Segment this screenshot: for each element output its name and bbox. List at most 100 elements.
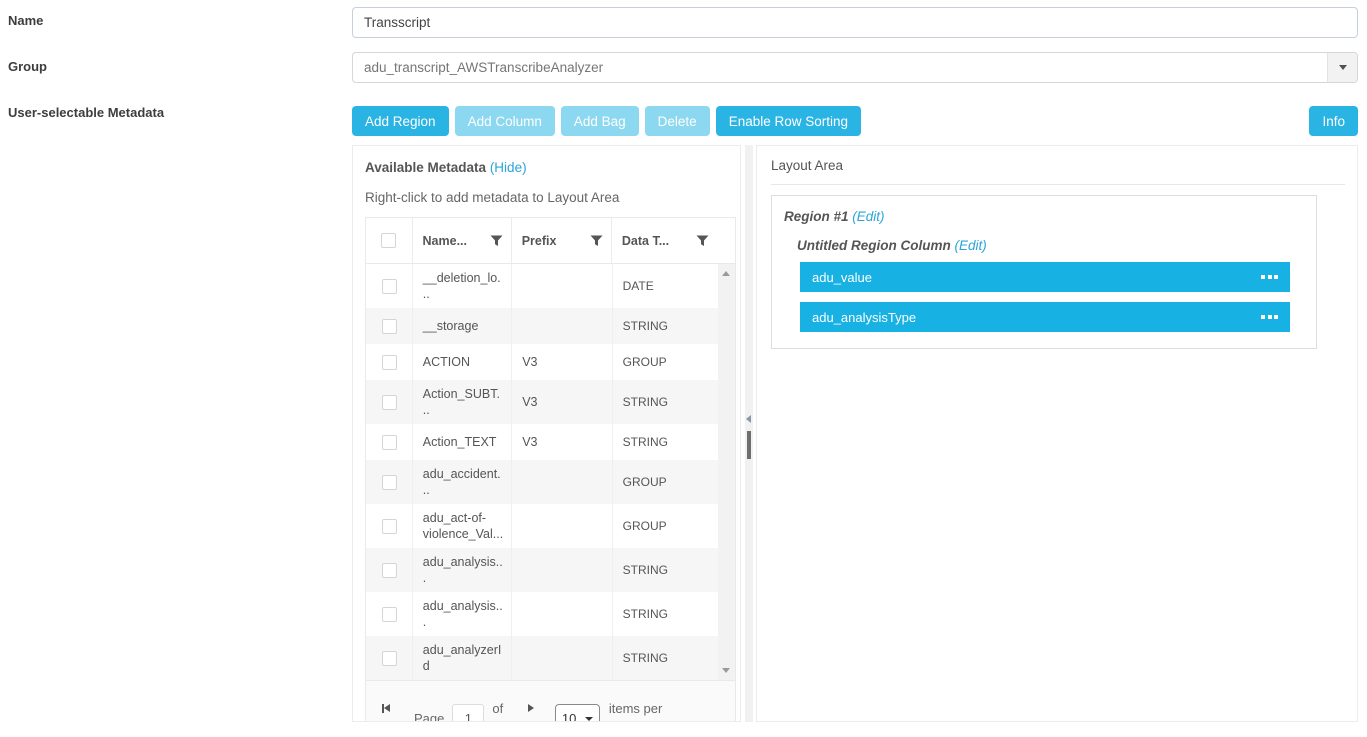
cell-datatype: STRING — [611, 308, 718, 344]
info-button[interactable]: Info — [1309, 106, 1358, 136]
delete-button[interactable]: Delete — [644, 106, 710, 136]
cell-prefix — [511, 548, 611, 592]
page-number-input[interactable] — [452, 704, 485, 721]
cell-name: ACTION — [411, 344, 511, 380]
layout-area-title: Layout Area — [771, 158, 844, 173]
panel-splitter[interactable] — [741, 145, 756, 722]
table-row[interactable]: __storage STRING — [366, 308, 718, 344]
cell-prefix: V3 — [511, 424, 611, 460]
cell-datatype: GROUP — [611, 504, 718, 548]
cell-datatype: STRING — [611, 424, 718, 460]
region-edit-link[interactable]: (Edit) — [852, 209, 885, 224]
column-header-datatype[interactable]: Data T... — [610, 218, 717, 263]
row-checkbox-cell — [366, 264, 412, 308]
table-row[interactable]: __deletion_lo... DATE — [366, 264, 718, 308]
table-row[interactable]: Action_TEXT V3 STRING — [366, 424, 718, 460]
table-row[interactable]: adu_act-of-violence_Val... GROUP — [366, 504, 718, 548]
row-checkbox[interactable] — [382, 518, 398, 534]
cell-name: adu_analysis... — [411, 592, 511, 636]
add-bag-button[interactable]: Add Bag — [560, 106, 639, 136]
table-row[interactable]: adu_analysis... STRING — [366, 592, 718, 636]
cell-prefix — [511, 460, 611, 504]
page-size-chevron-icon — [584, 716, 593, 721]
cell-prefix — [511, 592, 611, 636]
cell-datatype: GROUP — [611, 344, 718, 380]
row-checkbox[interactable] — [382, 394, 398, 410]
table-row[interactable]: ACTION V3 GROUP — [366, 344, 718, 380]
row-checkbox[interactable] — [382, 278, 398, 294]
hide-link[interactable]: (Hide) — [489, 160, 527, 175]
row-checkbox[interactable] — [382, 434, 398, 450]
column-header-name[interactable]: Name... — [411, 218, 511, 263]
layout-item[interactable]: adu_analysisType — [800, 302, 1290, 332]
cell-name: __storage — [411, 308, 511, 344]
metadata-grid: Name... Prefix Data T... __deletion_lo..… — [365, 217, 736, 722]
table-row[interactable]: adu_analyzerId STRING — [366, 636, 718, 680]
add-column-button[interactable]: Add Column — [454, 106, 555, 136]
pager-next-icon[interactable] — [527, 703, 534, 712]
filter-icon[interactable] — [490, 235, 503, 247]
row-checkbox-cell — [366, 592, 412, 636]
group-dropdown-button[interactable] — [1327, 53, 1357, 82]
header-scrollbar-spacer — [717, 218, 735, 263]
pager-first-icon[interactable] — [382, 703, 390, 713]
row-checkbox-cell — [366, 548, 412, 592]
name-input[interactable] — [352, 7, 1358, 38]
row-checkbox[interactable] — [382, 562, 398, 578]
table-scrollbar[interactable] — [718, 264, 735, 680]
region-column-title-text: Untitled Region Column — [797, 238, 951, 253]
cell-prefix — [511, 504, 611, 548]
row-checkbox-cell — [366, 308, 412, 344]
cell-name: adu_analysis... — [411, 548, 511, 592]
table-row[interactable]: adu_analysis... STRING — [366, 548, 718, 592]
page-size-select[interactable]: 10 — [554, 704, 600, 722]
toolbar: Add Region Add Column Add Bag Delete Ena… — [352, 106, 1358, 136]
select-all-checkbox[interactable] — [381, 233, 397, 248]
row-checkbox[interactable] — [382, 474, 398, 490]
item-menu-icon[interactable] — [1261, 275, 1278, 279]
row-checkbox[interactable] — [382, 318, 398, 334]
splitter-drag-handle[interactable] — [747, 431, 751, 459]
split-container: Available Metadata (Hide) Right-click to… — [352, 145, 1358, 722]
dropdown-icon — [1338, 65, 1347, 70]
table-row[interactable]: Action_SUBT... V3 STRING — [366, 380, 718, 424]
layout-area-divider — [771, 184, 1345, 185]
page-size-value: 10 — [561, 711, 577, 722]
row-checkbox-cell — [366, 380, 412, 424]
region-column-edit-link[interactable]: (Edit) — [954, 238, 987, 253]
user-selectable-metadata-label: User-selectable Metadata — [8, 105, 165, 120]
filter-icon[interactable] — [696, 235, 709, 247]
select-all-cell — [366, 218, 412, 263]
of-label: of — [492, 700, 504, 716]
add-region-button[interactable]: Add Region — [352, 106, 449, 136]
cell-datatype: STRING — [611, 636, 718, 680]
scroll-up-icon[interactable] — [722, 271, 730, 276]
layout-item[interactable]: adu_value — [800, 262, 1290, 292]
available-metadata-title-text: Available Metadata — [365, 160, 487, 175]
group-dropdown[interactable]: adu_transcript_AWSTranscribeAnalyzer — [352, 52, 1358, 83]
filter-icon[interactable] — [590, 235, 603, 247]
layout-area-panel: Layout Area Region #1 (Edit) Untitled Re… — [756, 145, 1358, 722]
row-checkbox[interactable] — [382, 606, 398, 622]
toolbar-button-group: Add Region Add Column Add Bag Delete Ena… — [352, 106, 1358, 136]
column-header-name-text: Name... — [422, 233, 467, 248]
row-checkbox[interactable] — [382, 650, 398, 666]
item-menu-icon[interactable] — [1261, 315, 1278, 319]
row-checkbox-cell — [366, 344, 412, 380]
column-header-prefix[interactable]: Prefix — [510, 218, 611, 263]
cell-datatype: STRING — [611, 380, 718, 424]
table-row[interactable]: adu_accident... GROUP — [366, 460, 718, 504]
cell-prefix: V3 — [511, 344, 611, 380]
enable-row-sorting-button[interactable]: Enable Row Sorting — [715, 106, 862, 136]
cell-name: Action_SUBT... — [411, 380, 511, 424]
row-checkbox[interactable] — [382, 354, 398, 370]
cell-datatype: DATE — [611, 264, 718, 308]
scroll-down-icon[interactable] — [722, 668, 730, 673]
cell-name: adu_act-of-violence_Val... — [411, 504, 511, 548]
region-title-text: Region #1 — [784, 209, 849, 224]
cell-name: adu_accident... — [411, 460, 511, 504]
layout-item-label: adu_analysisType — [812, 309, 917, 325]
splitter-collapse-icon[interactable] — [746, 415, 751, 423]
cell-prefix: V3 — [511, 380, 611, 424]
column-header-datatype-text: Data T... — [621, 233, 670, 248]
